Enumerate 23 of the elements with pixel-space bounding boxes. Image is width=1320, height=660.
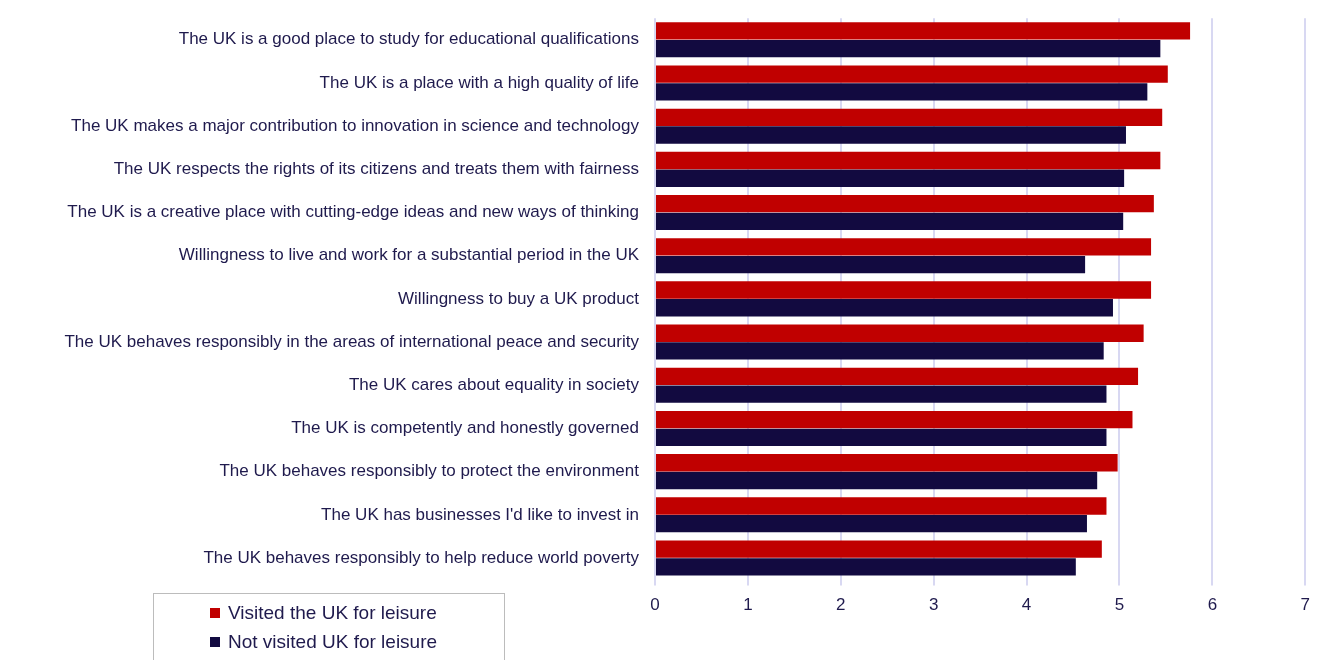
y-tick-label: The UK behaves responsibly to help reduce world poverty bbox=[203, 547, 640, 567]
y-tick-label: The UK behaves responsibly in the areas of international peace and security bbox=[64, 331, 640, 351]
y-tick-label: The UK is a place with a high quality of life bbox=[319, 72, 639, 92]
y-tick-label: The UK behaves responsibly to protect the environment bbox=[219, 461, 640, 481]
x-tick-label: 7 bbox=[1300, 595, 1311, 615]
x-tick-label: 4 bbox=[1021, 595, 1032, 615]
y-tick-label: The UK is a creative place with cutting-edge ideas and new ways of thinking bbox=[67, 202, 639, 222]
x-tick-label: 6 bbox=[1207, 595, 1218, 615]
x-tick-label: 0 bbox=[650, 595, 660, 615]
x-tick-label: 1 bbox=[743, 595, 753, 615]
x-tick-label: 2 bbox=[836, 595, 846, 615]
legend-label: Visited the UK for leisure bbox=[228, 601, 437, 624]
y-tick-label: Willingness to buy a UK product bbox=[398, 288, 640, 308]
legend-label: Not visited UK for leisure bbox=[228, 630, 438, 653]
y-tick-label: The UK is competently and honestly governed bbox=[291, 418, 639, 438]
x-tick-label: 3 bbox=[928, 595, 939, 615]
y-tick-label: The UK respects the rights of its citizens and treats them with fairness bbox=[113, 159, 639, 179]
y-tick-label: The UK is a good place to study for educational qualifications bbox=[178, 29, 639, 49]
y-tick-label: The UK makes a major contribution to innovation in science and technology bbox=[71, 115, 640, 135]
y-tick-label: The UK cares about equality in society bbox=[348, 374, 640, 394]
y-tick-label: Willingness to live and work for a substantial period in the UK bbox=[178, 245, 640, 265]
x-tick-label: 5 bbox=[1114, 595, 1125, 615]
y-tick-label: The UK has businesses I'd like to invest in bbox=[321, 504, 639, 524]
